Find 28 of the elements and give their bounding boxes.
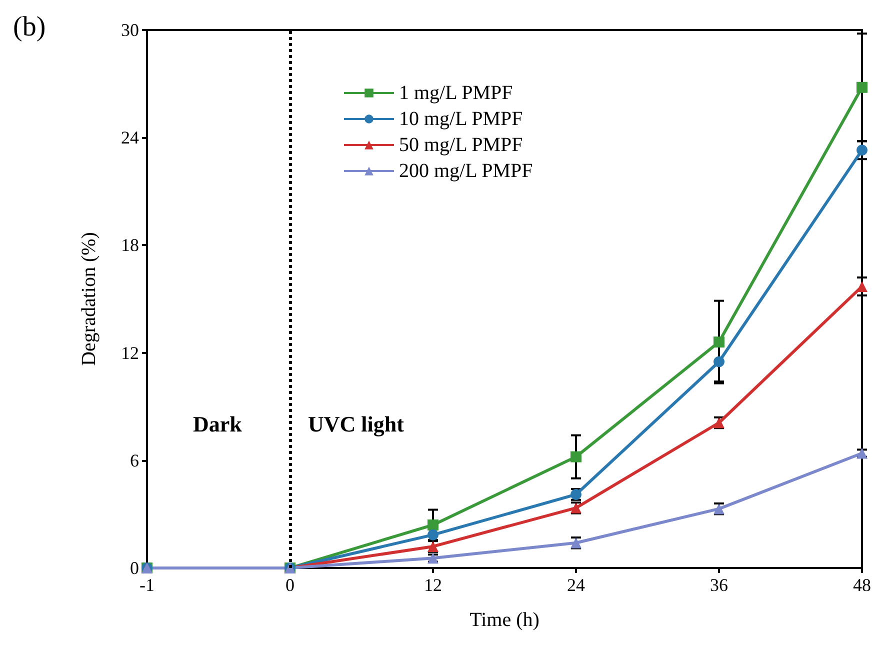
y-tick-label: 12 (121, 342, 139, 363)
legend-label: 200 mg/L PMPF (399, 160, 533, 182)
point (428, 519, 438, 530)
y-tick-label: 6 (130, 450, 139, 470)
point (856, 144, 868, 156)
x-tick-label: -1 (140, 575, 154, 595)
y-tick-label: 24 (121, 128, 139, 148)
annotation: UVC light (308, 412, 405, 436)
legend-label: 1 mg/L PMPF (399, 82, 513, 104)
legend-label: 50 mg/L PMPF (399, 134, 523, 156)
x-tick-label: 0 (286, 575, 294, 595)
x-axis-title: Time (h) (470, 609, 540, 631)
y-tick-label: 30 (121, 20, 139, 40)
x-tick-label: 24 (567, 575, 585, 595)
point (714, 356, 724, 368)
x-tick-label: 48 (853, 575, 871, 595)
y-tick-label: 18 (121, 235, 139, 256)
y-axis-title: Degradation (%) (78, 232, 100, 366)
point (714, 336, 724, 348)
x-tick-label: 12 (424, 575, 442, 595)
point (570, 451, 582, 462)
annotation: Dark (193, 412, 243, 436)
y-tick-label: 0 (130, 558, 139, 578)
point (856, 280, 868, 292)
x-tick-label: 36 (710, 575, 728, 595)
point (856, 82, 868, 93)
legend-label: 10 mg/L PMPF (399, 108, 523, 130)
chart-title: (b) (13, 12, 46, 42)
